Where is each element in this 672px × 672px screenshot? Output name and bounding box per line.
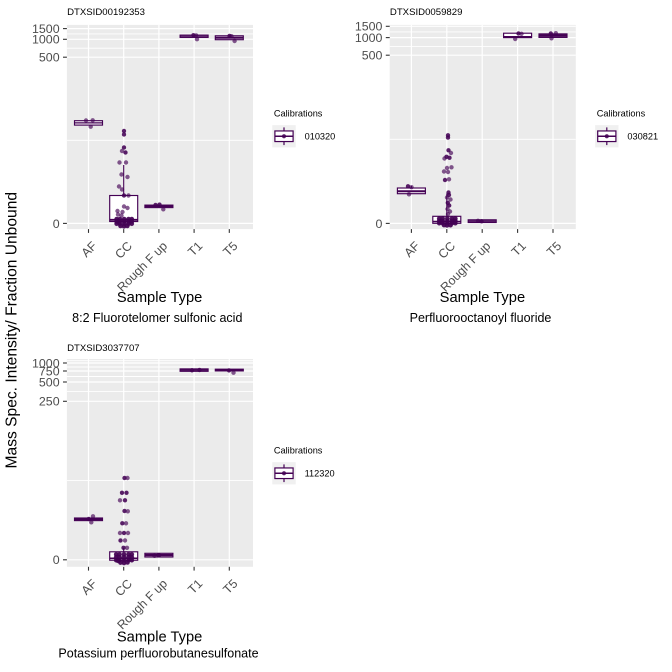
svg-text:Sample Type: Sample Type (117, 630, 202, 646)
svg-text:8:2 Fluorotelomer sulfonic aci: 8:2 Fluorotelomer sulfonic acid (72, 311, 242, 325)
svg-text:AF: AF (79, 239, 100, 260)
svg-text:250: 250 (39, 395, 60, 409)
svg-text:AF: AF (79, 576, 100, 597)
svg-text:Calibrations: Calibrations (274, 109, 323, 119)
svg-text:AF: AF (402, 239, 423, 260)
svg-text:750: 750 (39, 364, 60, 378)
svg-text:Potassium perfluorobutanesulfo: Potassium perfluorobutanesulfonate (58, 647, 258, 661)
svg-text:0: 0 (53, 553, 60, 567)
svg-text:1500: 1500 (355, 20, 383, 34)
svg-text:Calibrations: Calibrations (274, 446, 323, 456)
svg-text:010320: 010320 (305, 132, 336, 142)
svg-text:Sample Type: Sample Type (440, 290, 525, 306)
svg-text:T5: T5 (220, 239, 240, 259)
svg-text:CC: CC (112, 239, 135, 262)
svg-text:DTXSID0059829: DTXSID0059829 (390, 7, 463, 18)
svg-text:CC: CC (112, 577, 135, 600)
svg-text:T1: T1 (185, 577, 205, 597)
svg-text:T5: T5 (544, 239, 564, 259)
svg-text:Perfluorooctanoyl fluoride: Perfluorooctanoyl fluoride (410, 311, 552, 325)
svg-text:1500: 1500 (32, 22, 60, 36)
svg-text:1000: 1000 (355, 31, 383, 45)
svg-text:112320: 112320 (305, 469, 335, 479)
svg-text:1000: 1000 (32, 33, 60, 47)
svg-text:030821: 030821 (627, 132, 658, 142)
svg-text:T1: T1 (185, 239, 205, 259)
svg-text:500: 500 (39, 375, 60, 389)
svg-text:500: 500 (39, 51, 60, 65)
svg-text:500: 500 (362, 49, 383, 63)
svg-text:CC: CC (435, 239, 458, 262)
svg-text:T1: T1 (509, 239, 529, 259)
svg-text:1000: 1000 (32, 356, 60, 370)
svg-text:0: 0 (53, 217, 60, 231)
svg-text:T5: T5 (220, 577, 240, 597)
svg-text:Mass Spec. Intensity/ Fraction: Mass Spec. Intensity/ Fraction Unbound (4, 192, 21, 469)
svg-text:DTXSID3037707: DTXSID3037707 (67, 343, 140, 354)
svg-text:Sample Type: Sample Type (117, 290, 202, 306)
svg-text:DTXSID00192353: DTXSID00192353 (67, 7, 145, 18)
svg-text:Calibrations: Calibrations (597, 109, 646, 119)
svg-text:0: 0 (375, 217, 382, 231)
